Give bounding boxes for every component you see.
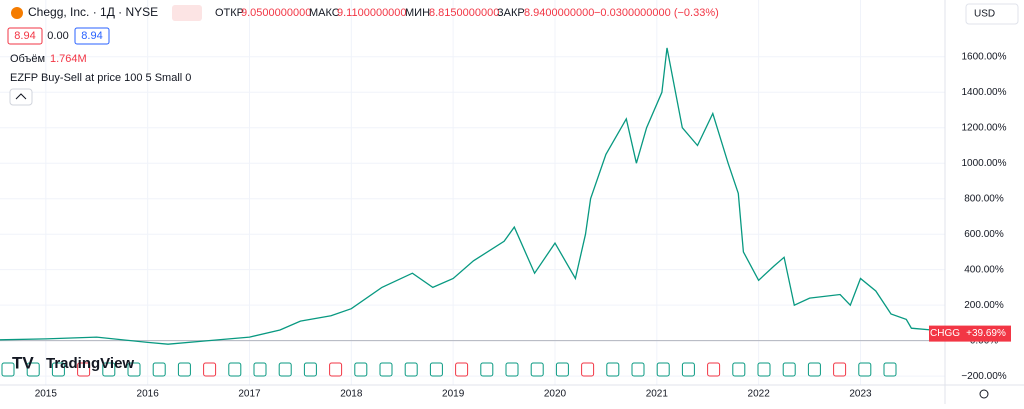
last-value-label: +39.69% [966,328,1006,339]
brand-name: TradingView [46,355,134,372]
earnings-marker [354,362,368,377]
earnings-marker [203,362,217,377]
price-line [0,47,946,345]
low-label: МИН [405,7,430,19]
earnings-marker [782,362,796,377]
x-tick-label: 2021 [646,389,669,400]
earnings-marker [505,362,519,377]
legend: Chegg, Inc. · 1Д · NYSE ОТКР 9.050000000… [7,5,719,106]
y-tick-label: 1000.00% [961,158,1006,169]
earnings-marker [303,362,317,377]
indicator: EZFP Buy-Sell at price 100 5 Small 0 [10,72,191,84]
earnings-marker [858,362,872,377]
spread: 0.00 [47,30,68,42]
earnings-marker [732,362,746,377]
earnings-marker [379,362,393,377]
earnings-marker [278,362,292,377]
x-tick-label: 2023 [849,389,872,400]
close-label: ЗАКР [497,7,525,19]
earnings-marker [606,362,620,377]
earnings-marker [480,362,494,377]
last-value-tag [961,325,1011,342]
earnings-marker [681,362,695,377]
x-tick-label: 2017 [238,389,261,400]
settings-icon[interactable] [979,389,989,399]
earnings-marker [77,362,91,377]
currency-button[interactable] [965,3,1019,25]
symbol-tag-label: CHGG [930,328,960,339]
bid-box[interactable] [7,27,43,45]
earnings-marker [707,362,721,377]
compare-button[interactable] [172,5,202,21]
ask-box[interactable] [74,27,110,45]
earnings-marker [1,362,15,377]
open-label: ОТКР [215,7,244,19]
x-tick-label: 2019 [442,389,465,400]
y-tick-label: 600.00% [964,229,1004,240]
x-tick-label: 2020 [544,389,567,400]
earnings-marker [656,362,670,377]
earnings-marker [455,362,469,377]
y-tick-label: 400.00% [964,264,1004,275]
earnings-marker [404,362,418,377]
y-tick-label: −200.00% [961,371,1006,382]
earnings-marker [26,362,40,377]
collapse-button[interactable] [9,88,33,106]
x-tick-label: 2022 [748,389,771,400]
brand: TV TradingView [12,353,134,372]
high-label: МАКС [309,7,340,19]
bid: 8.94 [14,30,35,42]
earnings-marker [631,362,645,377]
earnings-marker [429,362,443,377]
close: 8.9400000000 [524,7,594,19]
earnings-marker [152,362,166,377]
collapse-icon [15,93,27,100]
y-tick-label: 1200.00% [961,122,1006,133]
y-tick-label: 1400.00% [961,87,1006,98]
y-tick-label: 1600.00% [961,51,1006,62]
earnings-marker [757,362,771,377]
volume: 1.764M [50,53,87,65]
earnings-marker [329,362,343,377]
ask: 8.94 [81,30,102,42]
earnings-marker [581,362,595,377]
earnings-marker [530,362,544,377]
y-tick-label: 800.00% [964,193,1004,204]
earnings-marker [102,362,116,377]
currency: USD [974,9,995,20]
earnings-marker [807,362,821,377]
earnings-marker [228,362,242,377]
earnings-marker [833,362,847,377]
low: 8.8150000000 [429,7,499,19]
x-tick-label: 2018 [340,389,363,400]
earnings-marker [883,362,897,377]
volume-label: Объём [10,53,45,65]
high: 9.1100000000 [337,7,407,19]
earnings-marker [51,362,65,377]
symbol-icon [11,7,23,19]
earnings-marker [555,362,569,377]
brand-logo: TV [12,353,34,372]
earnings-marker [177,362,191,377]
earnings-marker [253,362,267,377]
x-tick-label: 2015 [35,389,58,400]
y-tick-label: 200.00% [964,300,1004,311]
change: −0.0300000000 (−0.33%) [594,7,719,19]
symbol: Chegg, Inc. · 1Д · NYSE [28,5,158,19]
symbol-tag [929,325,961,342]
x-tick-label: 2016 [137,389,160,400]
open: 9.0500000000 [241,7,311,19]
earnings-marker [127,362,141,377]
